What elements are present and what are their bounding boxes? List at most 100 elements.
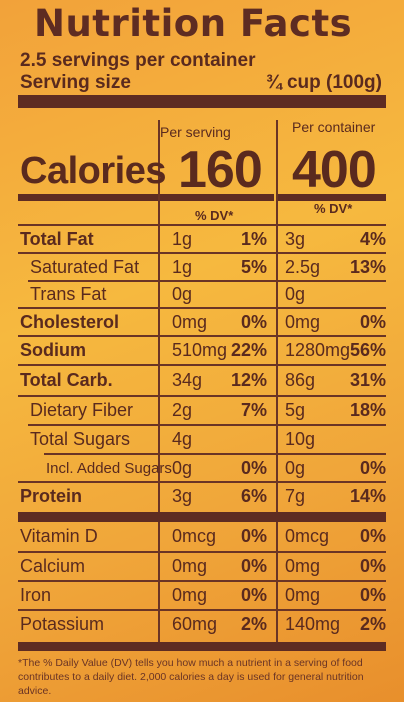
column-divider-2 <box>276 120 278 642</box>
serving-dv: 0% <box>240 526 267 546</box>
container-dv: 0% <box>359 526 386 546</box>
calories-per-container: 400 <box>292 141 377 199</box>
row-rule <box>18 481 386 483</box>
serving-amount: 0mg <box>172 312 208 332</box>
nutrient-name: Sodium <box>20 340 86 360</box>
container-amount: 0g <box>285 284 306 304</box>
serving-size-value: ¾ cup (100g) <box>265 72 382 93</box>
dv-footnote: *The % Daily Value (DV) tells you how mu… <box>18 657 364 697</box>
container-amount: 0mg <box>285 585 321 605</box>
container-amount: 3g <box>285 229 306 249</box>
dv-header-container: % DV* <box>314 201 353 216</box>
serving-amount: 2g <box>172 400 193 420</box>
container-amount: 0mg <box>285 556 321 576</box>
nutrient-name: Trans Fat <box>30 284 107 304</box>
serving-dv: 22% <box>230 340 267 360</box>
container-dv: 4% <box>359 229 386 249</box>
container-amount: 10g <box>285 429 316 449</box>
calories-label: Calories <box>20 150 166 192</box>
container-dv: 0% <box>359 312 386 332</box>
nutrient-name: Dietary Fiber <box>30 400 134 420</box>
dv-header-serving: % DV* <box>195 208 234 223</box>
container-dv: 0% <box>359 585 386 605</box>
calories-rule-mid <box>160 194 274 201</box>
row-rule <box>18 551 386 553</box>
container-dv: 0% <box>359 556 386 576</box>
container-amount: 7g <box>285 486 306 506</box>
row-rule <box>18 252 386 254</box>
container-amount: 140mg <box>285 614 341 634</box>
serving-amount: 60mg <box>172 614 218 634</box>
container-amount: 0g <box>285 458 306 478</box>
serving-dv: 7% <box>240 400 267 420</box>
dv-header-rule <box>18 224 386 226</box>
serving-amount: 4g <box>172 429 193 449</box>
nutrient-name: Potassium <box>20 614 105 634</box>
container-dv: 14% <box>349 486 386 506</box>
nutrient-name: Total Carb. <box>20 370 113 390</box>
serving-size-label: Serving size <box>20 72 131 93</box>
nutrient-name: Total Fat <box>20 229 94 249</box>
row-rule <box>44 453 386 455</box>
container-dv: 31% <box>349 370 386 390</box>
container-dv: 18% <box>349 400 386 420</box>
row-rule <box>18 609 386 611</box>
container-amount: 5g <box>285 400 306 420</box>
calories-per-serving: 160 <box>178 141 263 199</box>
serving-dv: 6% <box>240 486 267 506</box>
container-amount: 1280mg <box>285 340 351 360</box>
label-title: Nutrition Facts <box>34 2 353 45</box>
serving-amount: 0g <box>172 284 193 304</box>
container-amount: 86g <box>285 370 316 390</box>
serving-amount: 1g <box>172 257 193 277</box>
row-rule <box>18 395 386 397</box>
protein-thick-rule <box>18 512 386 522</box>
serving-dv: 2% <box>240 614 267 634</box>
calories-rule-left <box>18 194 158 201</box>
nutrient-name: Incl. Added Sugars <box>46 460 172 477</box>
container-amount: 0mg <box>285 312 321 332</box>
serving-dv: 1% <box>240 229 267 249</box>
row-rule <box>18 364 386 366</box>
nutrient-name: Vitamin D <box>20 526 98 546</box>
serving-amount: 3g <box>172 486 193 506</box>
serving-dv: 0% <box>240 312 267 332</box>
serving-amount: 1g <box>172 229 193 249</box>
row-rule <box>18 580 386 582</box>
top-thick-rule <box>18 95 386 108</box>
bottom-thick-rule <box>18 642 386 651</box>
serving-amount: 0g <box>172 458 193 478</box>
column-divider-1 <box>158 120 160 642</box>
row-rule <box>28 280 386 282</box>
nutrient-name: Saturated Fat <box>30 257 140 277</box>
serving-amount: 510mg <box>172 340 228 360</box>
container-dv: 13% <box>349 257 386 277</box>
nutrient-name: Iron <box>20 585 52 605</box>
serving-dv: 0% <box>240 585 267 605</box>
row-rule <box>18 307 386 309</box>
serving-dv: 0% <box>240 556 267 576</box>
serving-dv: 12% <box>230 370 267 390</box>
nutrient-name: Total Sugars <box>30 429 131 449</box>
container-dv: 2% <box>359 614 386 634</box>
container-dv: 0% <box>359 458 386 478</box>
per-container-header: Per container <box>292 119 376 135</box>
container-amount: 2.5g <box>285 257 321 277</box>
nutrient-name: Protein <box>20 486 83 506</box>
serving-amount: 0mg <box>172 585 208 605</box>
serving-amount: 0mcg <box>172 526 217 546</box>
row-rule <box>18 335 386 337</box>
serving-dv: 0% <box>240 458 267 478</box>
container-dv: 56% <box>349 340 386 360</box>
serving-amount: 0mg <box>172 556 208 576</box>
container-amount: 0mcg <box>285 526 330 546</box>
per-serving-header: Per serving <box>160 124 231 140</box>
serving-dv: 5% <box>240 257 267 277</box>
nutrient-name: Calcium <box>20 556 86 576</box>
servings-per-container: 2.5 servings per container <box>20 50 256 71</box>
calories-rule-right <box>278 194 386 201</box>
serving-amount: 34g <box>172 370 203 390</box>
row-rule <box>28 424 386 426</box>
nutrient-name: Cholesterol <box>20 312 120 332</box>
